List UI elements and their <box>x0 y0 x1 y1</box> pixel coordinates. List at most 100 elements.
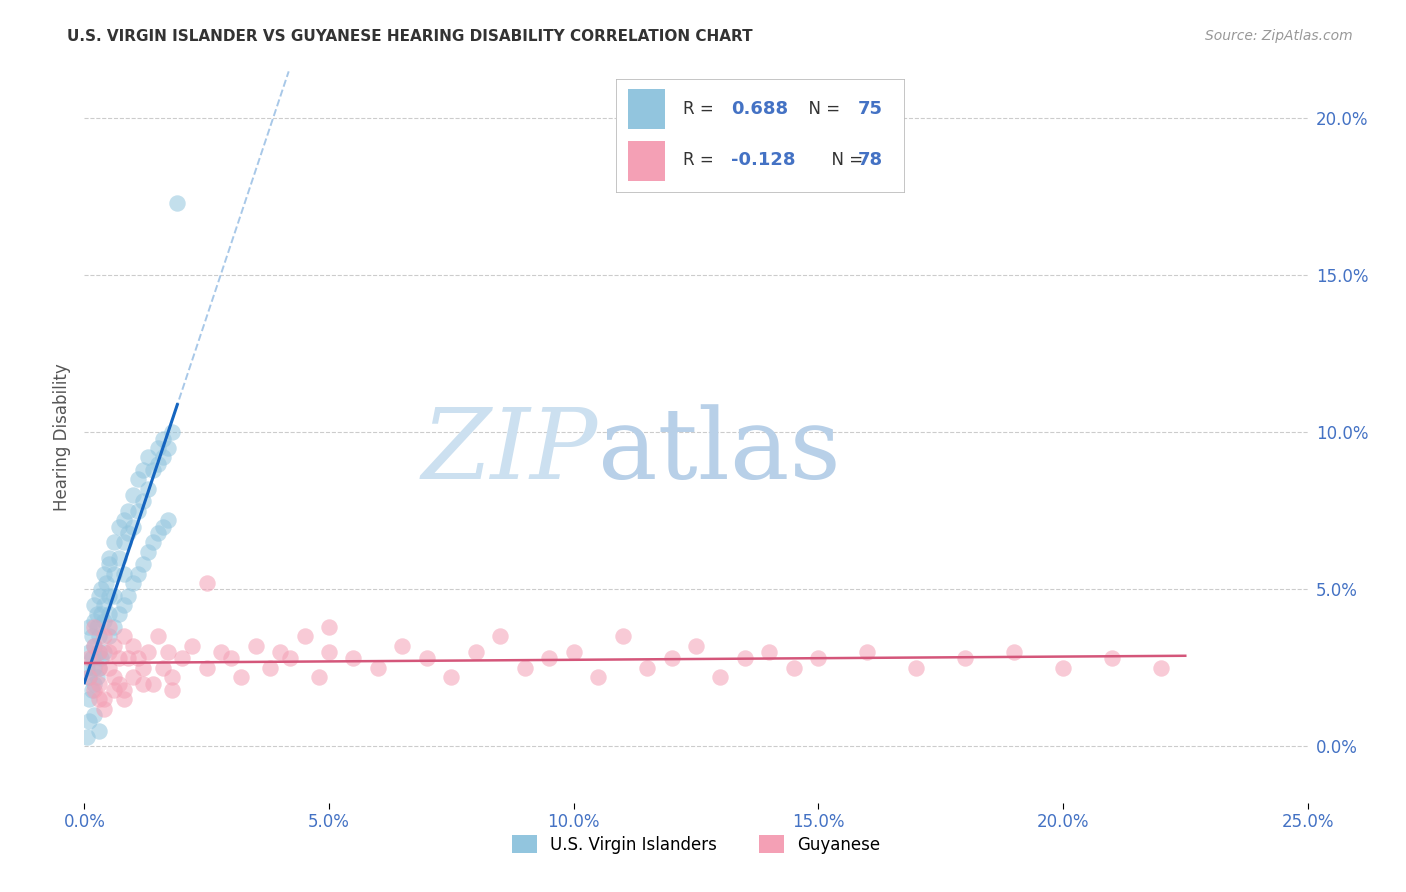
Point <box>905 661 928 675</box>
Point <box>83 676 105 690</box>
Point <box>93 598 115 612</box>
Point <box>97 629 120 643</box>
Point <box>152 432 174 446</box>
Point <box>294 629 316 643</box>
Point <box>80 651 103 665</box>
Point <box>146 457 169 471</box>
Point <box>93 566 115 581</box>
Point <box>661 651 683 665</box>
Point <box>416 651 439 665</box>
Point <box>122 639 145 653</box>
Point <box>83 639 105 653</box>
Point <box>367 661 389 675</box>
Point <box>342 651 364 665</box>
Point <box>77 692 100 706</box>
Point <box>103 639 125 653</box>
Point <box>77 670 100 684</box>
Point <box>586 670 609 684</box>
Point <box>107 607 129 622</box>
Point <box>127 566 149 581</box>
Point <box>103 589 125 603</box>
Point <box>103 670 125 684</box>
Point <box>83 639 105 653</box>
Point <box>87 676 110 690</box>
Point <box>132 463 155 477</box>
Point <box>209 645 232 659</box>
Point <box>117 651 139 665</box>
Point <box>90 651 112 665</box>
Point <box>152 519 174 533</box>
Point <box>1052 661 1074 675</box>
Point <box>612 629 634 643</box>
Point <box>259 661 281 675</box>
Point <box>136 450 159 465</box>
Point <box>229 670 252 684</box>
Point <box>97 661 120 675</box>
Point <box>142 535 165 549</box>
Point <box>112 513 135 527</box>
Point <box>87 661 110 675</box>
Point <box>122 670 145 684</box>
Point <box>269 645 291 659</box>
Point <box>245 639 267 653</box>
Point <box>783 661 806 675</box>
Point <box>318 620 340 634</box>
Point <box>103 535 125 549</box>
Point <box>90 607 112 622</box>
Point <box>132 494 155 508</box>
Point <box>93 629 115 643</box>
Point <box>87 589 110 603</box>
Point <box>76 730 98 744</box>
Point <box>122 519 145 533</box>
Point <box>107 651 129 665</box>
Point <box>318 645 340 659</box>
Point <box>308 670 330 684</box>
Point <box>117 525 139 540</box>
Text: atlas: atlas <box>598 404 841 500</box>
Point <box>142 676 165 690</box>
Point <box>162 425 184 440</box>
Point <box>156 441 179 455</box>
Point <box>122 488 145 502</box>
Point <box>96 576 118 591</box>
Point <box>136 482 159 496</box>
Point <box>146 441 169 455</box>
Point <box>122 576 145 591</box>
Point <box>181 639 204 653</box>
Point <box>391 639 413 653</box>
Point <box>734 651 756 665</box>
Point <box>112 598 135 612</box>
Point <box>162 670 184 684</box>
Point <box>278 651 301 665</box>
Point <box>136 544 159 558</box>
Point <box>464 645 486 659</box>
Point <box>90 582 112 597</box>
Point <box>856 645 879 659</box>
Point <box>87 645 110 659</box>
Point <box>117 504 139 518</box>
Point <box>1002 645 1025 659</box>
Point <box>489 629 512 643</box>
Text: U.S. VIRGIN ISLANDER VS GUYANESE HEARING DISABILITY CORRELATION CHART: U.S. VIRGIN ISLANDER VS GUYANESE HEARING… <box>67 29 754 44</box>
Point <box>97 550 120 565</box>
Point <box>146 629 169 643</box>
Point <box>83 614 105 628</box>
Point <box>97 607 120 622</box>
Point <box>709 670 731 684</box>
Legend: U.S. Virgin Islanders, Guyanese: U.S. Virgin Islanders, Guyanese <box>505 829 887 860</box>
Point <box>80 682 103 697</box>
Point <box>97 558 120 572</box>
Point <box>97 589 120 603</box>
Y-axis label: Hearing Disability: Hearing Disability <box>53 363 72 511</box>
Point <box>195 576 218 591</box>
Point <box>1150 661 1173 675</box>
Point <box>112 566 135 581</box>
Point <box>132 661 155 675</box>
Point <box>440 670 463 684</box>
Point <box>112 692 135 706</box>
Point <box>83 661 105 675</box>
Point <box>538 651 561 665</box>
Point <box>219 651 242 665</box>
Point <box>93 701 115 715</box>
Point <box>172 651 194 665</box>
